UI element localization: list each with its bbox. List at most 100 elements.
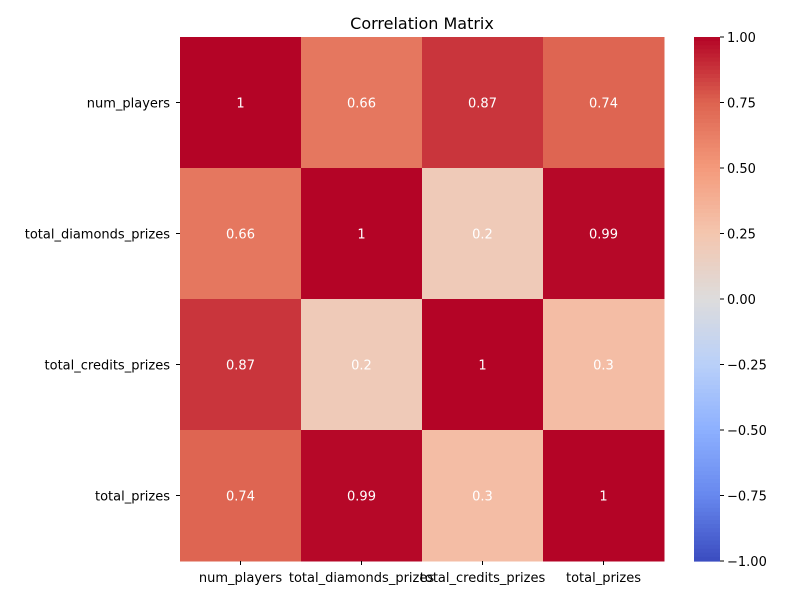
colorbar-segment — [694, 446, 720, 452]
colorbar-segment — [694, 176, 720, 181]
colorbar-segment — [694, 507, 720, 513]
colorbar-segment — [694, 327, 720, 333]
colorbar-segment — [694, 438, 720, 443]
colorbar-segment — [694, 335, 720, 341]
colorbar-segment — [694, 213, 720, 218]
colorbar-segment — [694, 511, 720, 517]
colorbar-segment — [694, 409, 720, 415]
chart-title: Correlation Matrix — [350, 14, 494, 33]
colorbar-tick-label: −0.50 — [727, 424, 767, 439]
y-tick-label: num_players — [87, 97, 171, 112]
colorbar-segment — [694, 155, 720, 161]
colorbar-segment — [694, 397, 720, 402]
cell-value-label: 0.74 — [589, 97, 618, 112]
colorbar-segment — [694, 405, 720, 411]
cell-value-label: 1 — [236, 97, 244, 112]
colorbar-segment — [694, 503, 720, 509]
colorbar-segment — [694, 49, 720, 54]
cell-value-label: 0.87 — [468, 97, 497, 112]
cell-value-label: 0.2 — [472, 228, 493, 243]
colorbar-segment — [694, 208, 720, 214]
colorbar-segment — [694, 262, 720, 267]
colorbar-segment — [694, 204, 720, 210]
cell-value-label: 0.99 — [589, 228, 618, 243]
colorbar-tick-label: 0.75 — [727, 97, 756, 112]
heatmap-cell — [422, 37, 544, 169]
cell-value-label: 1 — [357, 228, 365, 243]
colorbar-segment — [694, 73, 720, 79]
colorbar-segment — [694, 536, 720, 542]
heatmap-cell — [301, 299, 423, 431]
colorbar-segment — [694, 384, 720, 390]
colorbar-segment — [694, 98, 720, 104]
colorbar-segment — [694, 53, 720, 59]
colorbar-tick-label: −1.00 — [727, 555, 767, 570]
colorbar-segment — [694, 470, 720, 476]
colorbar-segment — [694, 520, 720, 525]
colorbar-segment — [694, 552, 720, 558]
colorbar-segment — [694, 376, 720, 382]
colorbar-segment — [694, 339, 720, 345]
heatmap-cell — [180, 430, 302, 562]
colorbar-segment — [694, 151, 720, 157]
colorbar-segment — [694, 196, 720, 202]
colorbar-segment — [694, 475, 720, 480]
colorbar-segment — [694, 159, 720, 165]
colorbar-segment — [694, 364, 720, 370]
heatmap-cell — [301, 430, 423, 562]
colorbar-segment — [694, 229, 720, 235]
colorbar-segment — [694, 331, 720, 337]
colorbar-segment — [694, 499, 720, 505]
colorbar-segment — [694, 495, 720, 501]
colorbar-segment — [694, 282, 720, 288]
cell-value-label: 0.87 — [226, 359, 255, 374]
colorbar-segment — [694, 147, 720, 153]
colorbar-segment — [694, 172, 720, 177]
colorbar-segment — [694, 487, 720, 493]
colorbar-segment — [694, 294, 720, 300]
colorbar-segment — [694, 360, 720, 366]
colorbar-segment — [694, 221, 720, 226]
colorbar-segment — [694, 41, 720, 46]
colorbar-segment — [694, 479, 720, 484]
colorbar-segment — [694, 139, 720, 145]
colorbar-segment — [694, 241, 720, 247]
colorbar-segment — [694, 462, 720, 468]
colorbar-tick-label: 0.50 — [727, 162, 756, 177]
colorbar-segment — [694, 200, 720, 206]
heatmap-cell — [543, 430, 665, 562]
colorbar-segment — [694, 168, 720, 173]
colorbar-segment — [694, 323, 720, 329]
colorbar-segment — [694, 102, 720, 108]
y-tick-label: total_diamonds_prizes — [25, 228, 170, 243]
colorbar-segment — [694, 430, 720, 435]
colorbar-segment — [694, 393, 720, 398]
colorbar-segment — [694, 114, 720, 120]
colorbar-segment — [694, 454, 720, 460]
colorbar-segment — [694, 315, 720, 321]
colorbar-tick-label: 1.00 — [727, 31, 756, 46]
colorbar-segment — [694, 278, 720, 284]
colorbar-segment — [694, 253, 720, 259]
x-tick-label: total_diamonds_prizes — [289, 571, 434, 586]
colorbar-segment — [694, 65, 720, 71]
colorbar-segment — [694, 225, 720, 231]
colorbar-segment — [694, 401, 720, 407]
colorbar-segment — [694, 368, 720, 374]
colorbar-segment — [694, 290, 720, 296]
colorbar-segment — [694, 270, 720, 276]
colorbar-segment — [694, 118, 720, 124]
colorbar-segment — [694, 94, 720, 100]
colorbar-segment — [694, 319, 720, 325]
colorbar-segment — [694, 237, 720, 243]
colorbar-segment — [694, 127, 720, 132]
colorbar-segment — [694, 217, 720, 222]
colorbar-segment — [694, 425, 720, 431]
colorbar-segment — [694, 299, 720, 304]
colorbar-segment — [694, 417, 720, 423]
colorbar-segment — [694, 548, 720, 554]
colorbar-segment — [694, 303, 720, 308]
colorbar-segment — [694, 483, 720, 488]
cell-value-label: 0.2 — [351, 359, 372, 374]
